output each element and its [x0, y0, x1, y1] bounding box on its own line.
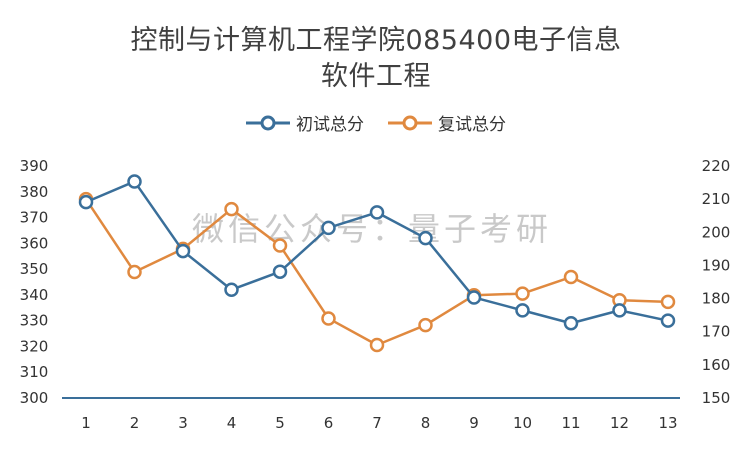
- data-point-retest: [563, 269, 579, 285]
- x-tick-label: 11: [561, 414, 580, 432]
- data-point-initial: [369, 205, 385, 220]
- data-point-initial: [78, 194, 94, 210]
- y-left-tick-label: 380: [20, 183, 49, 201]
- data-point-initial: [515, 303, 530, 318]
- chart-title: 控制与计算机工程学院085400电子信息: [130, 25, 622, 56]
- legend-label-retest: 复试总分: [438, 115, 506, 135]
- watermark-text: 微信公众号：量子考研: [192, 210, 552, 248]
- y-left-tick-label: 300: [20, 389, 49, 407]
- y-right-tick-label: 200: [702, 223, 731, 241]
- y-right-tick-label: 190: [702, 256, 731, 274]
- data-point-initial: [466, 290, 482, 305]
- series-layer: [78, 174, 676, 353]
- legend-label-initial: 初试总分: [296, 115, 364, 135]
- data-point-retest: [321, 311, 336, 326]
- x-tick-label: 8: [421, 414, 431, 432]
- x-tick-label: 3: [178, 414, 188, 432]
- data-point-initial: [272, 264, 288, 279]
- data-point-initial: [321, 220, 336, 236]
- x-tick-label: 1: [81, 414, 91, 432]
- y-right-tick-label: 170: [702, 323, 731, 341]
- data-point-retest: [127, 264, 142, 280]
- legend: 初试总分 复试总分: [0, 110, 752, 135]
- y-right-tick-label: 210: [702, 190, 731, 208]
- x-tick-label: 6: [324, 414, 334, 432]
- y-left-tick-label: 350: [20, 260, 49, 278]
- y-left-tick-label: 310: [20, 363, 49, 381]
- x-tick-label: 4: [227, 414, 237, 432]
- data-point-initial: [418, 230, 433, 246]
- data-point-retest: [272, 238, 288, 253]
- legend-item-initial: 初试总分: [246, 110, 364, 135]
- data-point-initial: [175, 243, 191, 259]
- legend-marker-retest: [388, 115, 432, 130]
- x-tick-label: 5: [275, 414, 285, 432]
- x-tick-label: 13: [658, 414, 677, 432]
- data-point-retest: [369, 337, 385, 353]
- data-point-initial: [127, 174, 142, 189]
- data-point-retest: [224, 201, 239, 217]
- chart-subtitle: 软件工程: [321, 61, 431, 92]
- data-point-retest: [660, 294, 676, 310]
- y-left-tick-label: 340: [20, 286, 49, 304]
- x-tick-label: 7: [372, 414, 382, 432]
- y-left-tick-label: 390: [20, 157, 49, 175]
- data-point-initial: [563, 315, 579, 331]
- x-tick-label: 12: [610, 414, 629, 432]
- data-point-retest: [418, 317, 433, 333]
- y-left-tick-label: 330: [20, 312, 49, 330]
- x-tick-label: 10: [513, 414, 532, 432]
- legend-item-retest: 复试总分: [388, 110, 506, 135]
- data-point-initial: [224, 282, 239, 297]
- axes: 3003103203303403503603703803901501601701…: [20, 157, 731, 432]
- y-right-tick-label: 160: [702, 356, 731, 374]
- data-point-initial: [612, 303, 627, 318]
- legend-marker-initial: [246, 115, 290, 130]
- data-point-initial: [660, 313, 676, 328]
- y-left-tick-label: 320: [20, 337, 49, 355]
- y-right-tick-label: 150: [702, 389, 731, 407]
- y-right-tick-label: 220: [702, 157, 731, 175]
- y-left-tick-label: 370: [20, 209, 49, 227]
- y-left-tick-label: 360: [20, 234, 49, 252]
- x-tick-label: 9: [469, 414, 479, 432]
- x-tick-label: 2: [130, 414, 140, 432]
- y-right-tick-label: 180: [702, 290, 731, 308]
- data-point-retest: [515, 286, 530, 301]
